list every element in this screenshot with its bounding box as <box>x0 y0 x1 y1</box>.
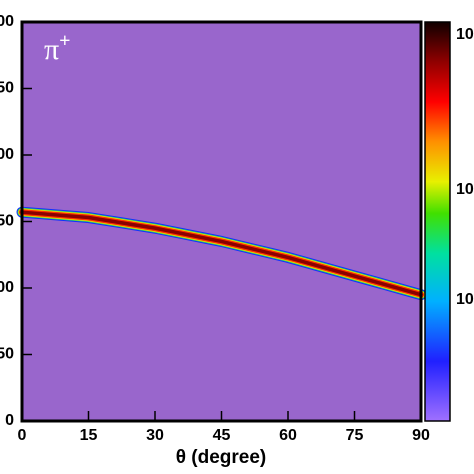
y-tick-label: 0 <box>5 412 14 429</box>
title-symbol: π <box>44 33 59 66</box>
y-tick-label: 200 <box>0 146 14 163</box>
colorbar-tick-label: 10 <box>456 26 474 43</box>
band <box>20 210 423 297</box>
y-tick-label: 250 <box>0 80 14 97</box>
y-tick-label: 100 <box>0 279 14 296</box>
x-tick-label: 15 <box>80 427 98 444</box>
x-tick-label: 30 <box>146 427 164 444</box>
y-tick-label: 300 <box>0 13 14 30</box>
x-tick-label: 0 <box>18 427 27 444</box>
title: π+ <box>44 30 71 66</box>
y-tick-label: 150 <box>0 213 14 230</box>
x-axis-label: θ (degree) <box>176 447 267 468</box>
colorbar <box>424 21 451 422</box>
colorbar-tick-label: 10 <box>456 291 474 308</box>
x-tick-label: 45 <box>213 427 231 444</box>
y-tick-label: 50 <box>0 346 14 363</box>
title-superscript: + <box>59 30 70 52</box>
x-tick-label: 75 <box>346 427 364 444</box>
x-tick-label: 90 <box>412 427 430 444</box>
colorbar-tick-label: 10 <box>456 181 474 198</box>
x-tick-label: 60 <box>279 427 297 444</box>
